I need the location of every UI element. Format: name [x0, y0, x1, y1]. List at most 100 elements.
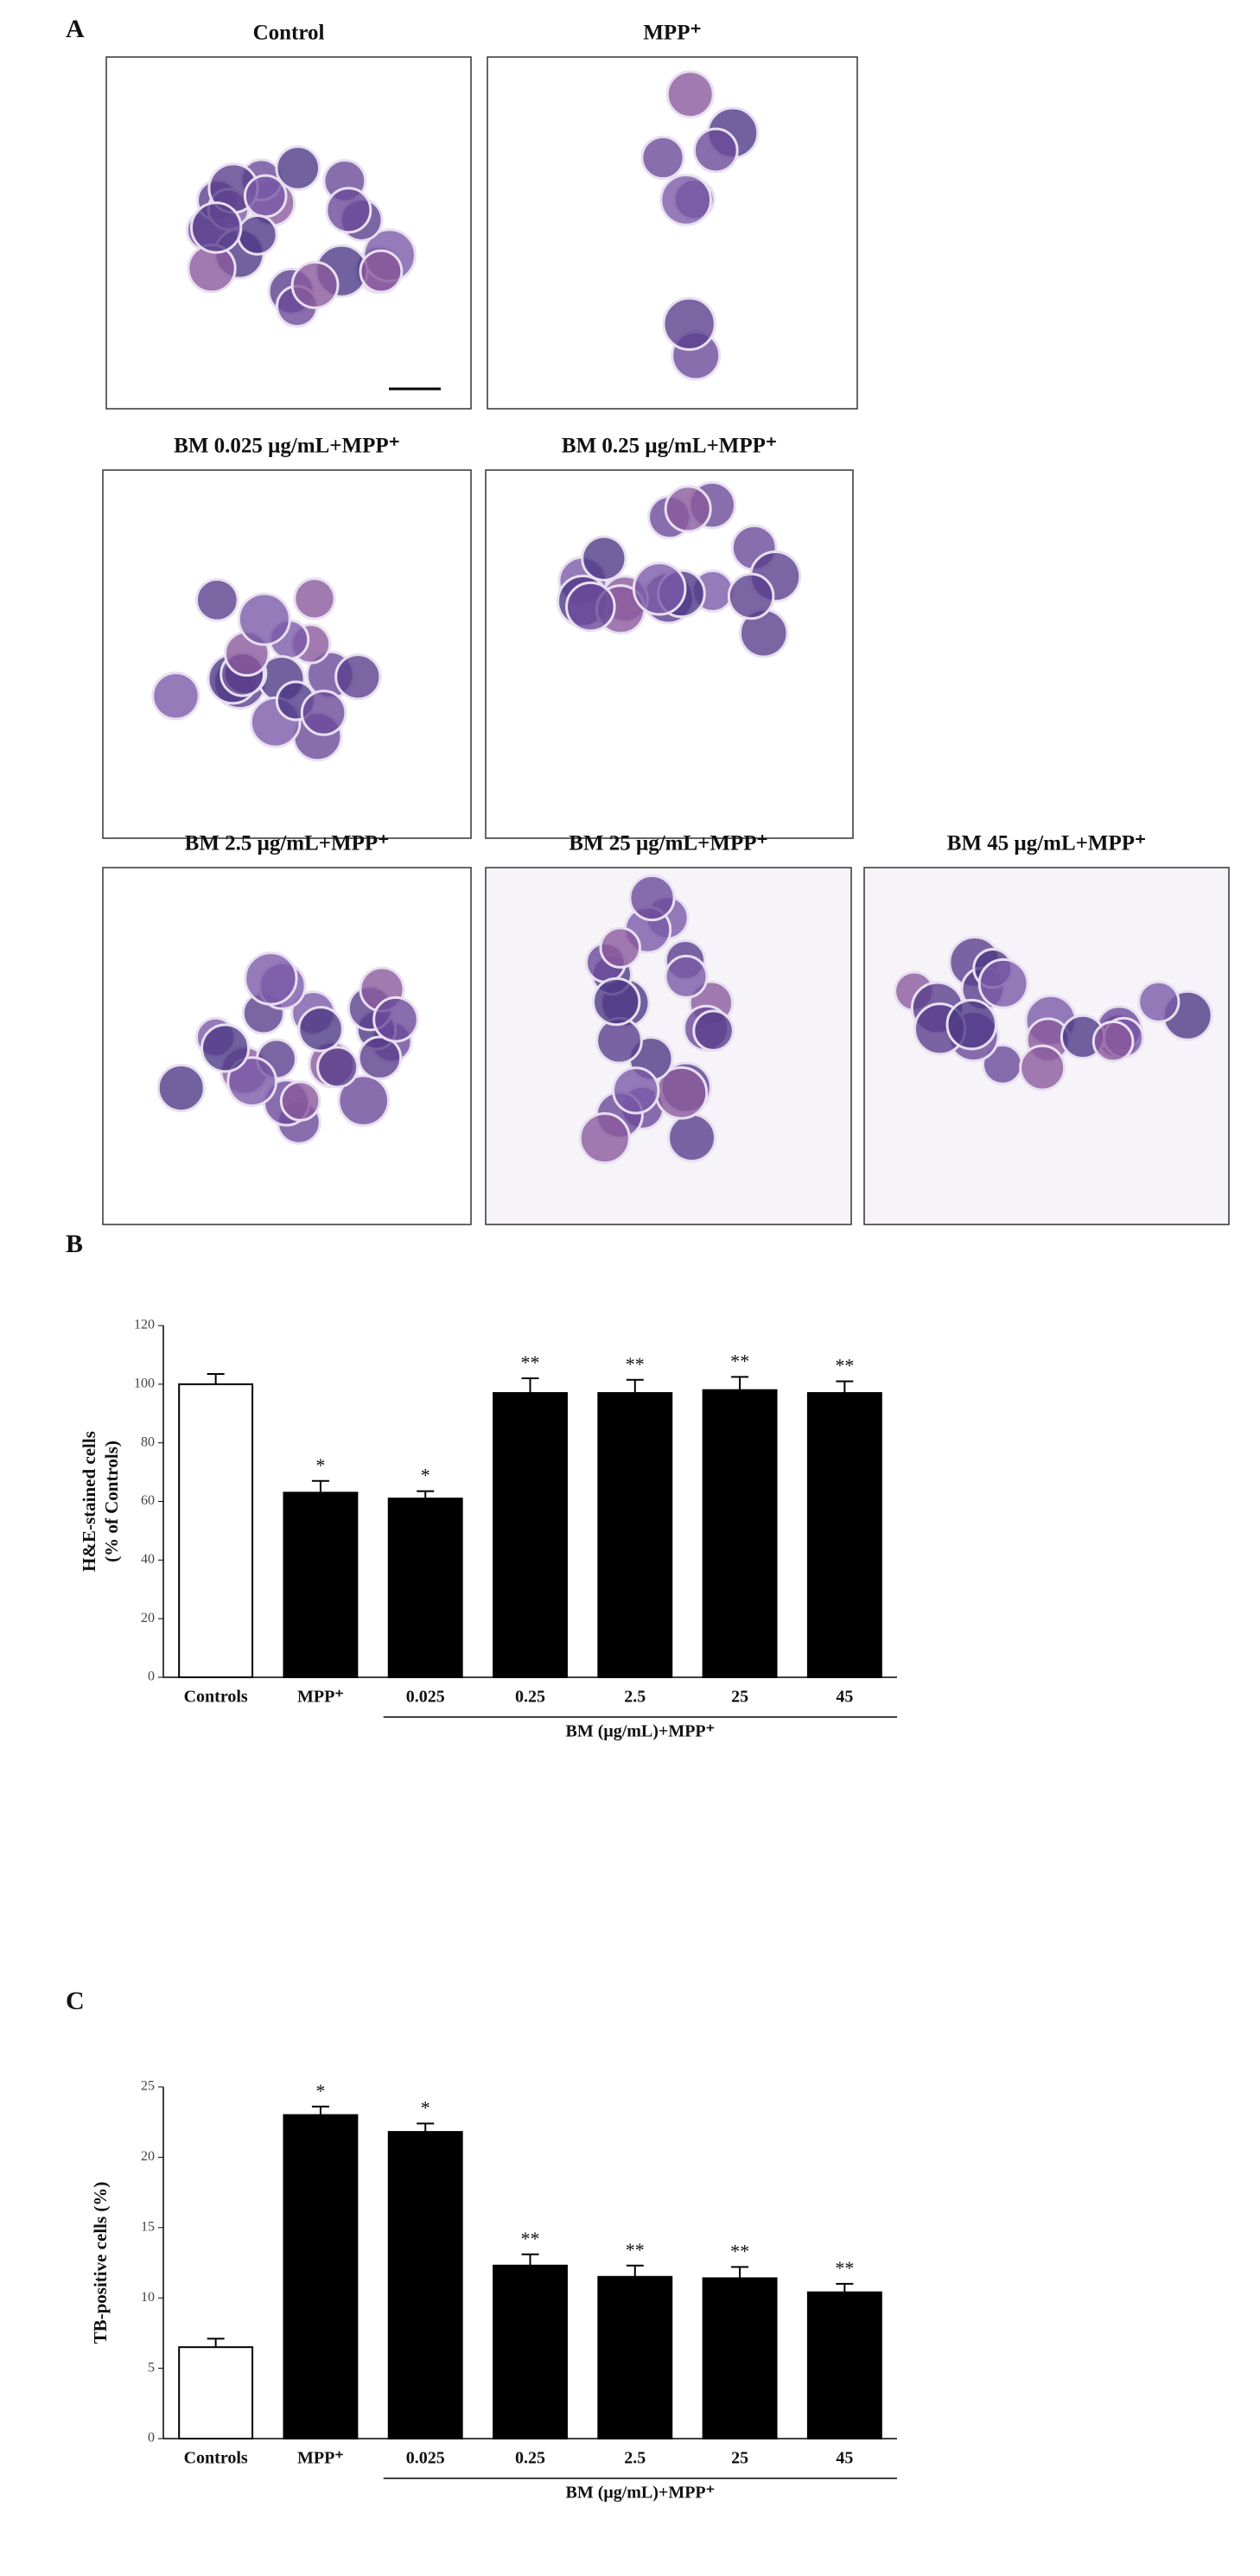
x-tick-label: 25 [731, 2449, 748, 2468]
micrograph-title: BM 45 μg/mL+MPP⁺ [947, 832, 1146, 855]
cell [664, 954, 709, 999]
bar [702, 2277, 778, 2439]
cell [592, 976, 641, 1027]
cell [599, 926, 641, 969]
micrograph-title: Control [253, 22, 325, 45]
cell [156, 1064, 206, 1113]
x-tick-label: 25 [731, 1688, 748, 1707]
x-tick-label: Controls [184, 1688, 248, 1707]
cell [325, 187, 372, 234]
cell [290, 260, 340, 309]
y-tick-label: 80 [141, 1434, 155, 1449]
y-tick-label: 5 [148, 2360, 155, 2375]
cell [977, 957, 1029, 1009]
cell [236, 213, 278, 256]
micrograph-title: BM 0.025 μg/mL+MPP⁺ [174, 435, 400, 458]
bar [178, 2346, 254, 2439]
bar [283, 2114, 359, 2440]
cell [612, 1066, 660, 1115]
cell [945, 998, 998, 1051]
bar [597, 1392, 673, 1678]
bar [806, 1392, 882, 1678]
bar [702, 1389, 778, 1679]
cell [300, 690, 347, 736]
y-tick-label: 40 [141, 1552, 155, 1567]
y-tick-label: 100 [134, 1377, 155, 1391]
bar [493, 2264, 568, 2440]
significance-mark: ** [626, 1353, 645, 1375]
y-tick-label: 20 [141, 1611, 155, 1625]
y-tick-label: 120 [134, 1318, 155, 1333]
cell [297, 1006, 344, 1053]
significance-mark: * [421, 1465, 430, 1486]
x-tick-label: 45 [836, 1688, 853, 1707]
group-label: BM (μg/mL)+MPP⁺ [565, 2484, 715, 2503]
cell [275, 145, 321, 191]
panel-label: A [66, 15, 85, 43]
cell [667, 1113, 716, 1163]
cell [565, 581, 616, 633]
x-tick-label: MPP⁺ [297, 2449, 344, 2468]
cell [628, 874, 676, 922]
cell [662, 296, 716, 351]
cell [1091, 1020, 1135, 1063]
x-tick-label: 0.25 [515, 1688, 545, 1707]
y-tick-label: 20 [141, 2149, 155, 2164]
cell [692, 127, 739, 174]
cell [632, 561, 687, 616]
cell [189, 201, 243, 254]
cell [578, 1112, 631, 1165]
cell [665, 70, 715, 119]
y-axis-label: TB-positive cells (%) [90, 2182, 111, 2344]
y-axis-label: H&E-stained cells [79, 1431, 99, 1572]
cell [244, 951, 298, 1006]
cell [279, 1080, 321, 1122]
significance-mark: ** [626, 2239, 645, 2261]
y-tick-label: 15 [141, 2219, 155, 2234]
cell [664, 485, 712, 533]
cell [334, 653, 382, 701]
significance-mark: * [421, 2096, 430, 2118]
x-tick-label: 0.25 [515, 2449, 545, 2468]
x-tick-label: 2.5 [624, 1688, 646, 1707]
bar [493, 1392, 568, 1678]
significance-mark: ** [835, 1354, 854, 1376]
bar [178, 1383, 254, 1679]
significance-mark: ** [521, 1352, 540, 1373]
significance-mark: ** [730, 2240, 749, 2261]
cell [372, 995, 419, 1043]
bar [597, 2275, 673, 2440]
cell [727, 572, 775, 620]
cell [194, 578, 239, 622]
y-tick-label: 0 [148, 2431, 155, 2446]
x-tick-label: 2.5 [624, 2449, 646, 2468]
bar [806, 2291, 882, 2439]
y-tick-label: 25 [141, 2079, 155, 2094]
micrograph-frame [105, 56, 472, 410]
x-tick-label: Controls [184, 2449, 248, 2468]
significance-mark: ** [730, 1350, 749, 1371]
cell [243, 174, 288, 219]
x-tick-label: 45 [836, 2449, 853, 2468]
panel-label: B [66, 1230, 83, 1258]
significance-mark: * [315, 2080, 325, 2102]
cell [226, 1056, 278, 1107]
cell [1019, 1044, 1066, 1091]
cell [357, 1035, 403, 1080]
significance-mark: ** [521, 2228, 540, 2249]
cell [316, 1046, 360, 1089]
cell [151, 671, 200, 721]
y-axis-label: (% of Controls) [101, 1441, 122, 1562]
micrograph-title: MPP⁺ [643, 22, 701, 45]
cell [293, 577, 336, 620]
significance-mark: ** [835, 2257, 854, 2279]
cell [237, 592, 291, 646]
cell [640, 135, 685, 181]
micrograph-title: BM 25 μg/mL+MPP⁺ [569, 832, 767, 855]
x-tick-label: MPP⁺ [297, 1688, 344, 1707]
panel-label: C [66, 1987, 85, 2015]
cell [692, 1009, 735, 1053]
bar [387, 1498, 463, 1678]
cell [581, 535, 627, 582]
